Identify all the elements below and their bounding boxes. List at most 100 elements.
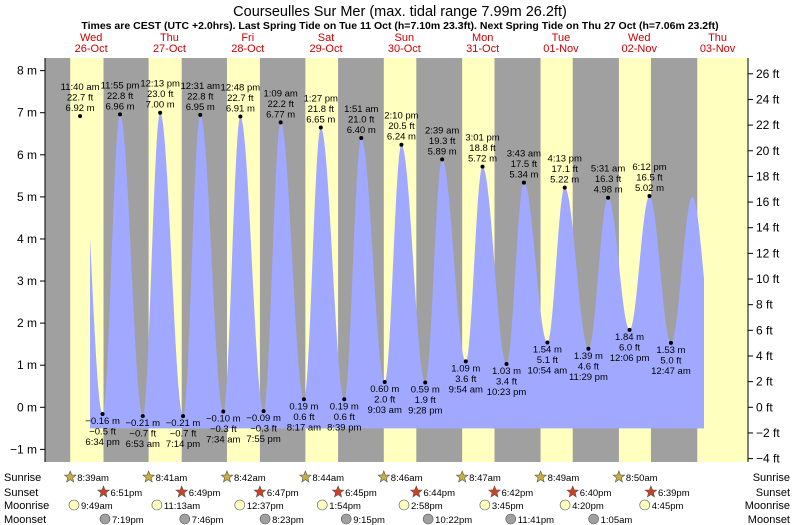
high-tide-label: 22.2 ft	[267, 99, 294, 110]
left-tick-label: 4 m	[17, 232, 37, 246]
low-tide-label: −0.7 ft	[170, 429, 197, 440]
sunrise-star-icon	[220, 470, 234, 483]
low-tide-label: 9:03 am	[368, 405, 402, 416]
tide-point	[647, 194, 652, 199]
low-tide-label: −0.21 m	[125, 418, 160, 429]
low-tide-label: 6:34 pm	[85, 437, 119, 448]
low-tide-label: 10:54 am	[528, 365, 568, 376]
moonrise-time: 11:13am	[164, 501, 200, 512]
low-tide-label: 11:29 pm	[569, 372, 608, 383]
low-tide-label: −0.21 m	[166, 418, 201, 429]
day-of-week: Thu	[160, 32, 179, 44]
low-tide-label: 7:14 pm	[166, 439, 200, 450]
right-tick-label: 16 ft	[756, 195, 780, 209]
high-tide-label: 7.00 m	[146, 100, 175, 111]
tide-point	[140, 414, 145, 419]
high-tide-label: 22.7 ft	[67, 93, 94, 104]
day-date: 02-Nov	[622, 43, 658, 55]
sunrise-star-icon	[63, 470, 77, 483]
right-tick-label: 22 ft	[756, 118, 780, 132]
tide-point	[359, 135, 364, 140]
axes: −1 m 0 m 1 m 2 m 3 m 4 m 5 m 6 m 7 m 8 m −4 ft −2 f…	[10, 58, 780, 466]
high-tide-label: 1:27 pm	[304, 93, 338, 104]
left-tick-label: 3 m	[17, 274, 37, 288]
right-tick-label: 10 ft	[756, 272, 780, 286]
sunset-star-icon	[97, 485, 110, 498]
high-tide-label: 2:39 am	[425, 125, 459, 136]
low-tide-label: 5.0 ft	[660, 355, 681, 366]
tide-area-path	[90, 112, 704, 429]
low-tide-label: −0.5 ft	[89, 427, 116, 438]
tide-point	[668, 340, 673, 345]
high-tide-label: 22.7 ft	[227, 93, 254, 104]
right-tick-label: 4 ft	[756, 349, 773, 363]
tide-point	[100, 412, 105, 417]
moonrise-row-label-left: Moonrise	[4, 500, 49, 512]
tide-point	[562, 185, 567, 190]
low-tide-label: 9:54 am	[449, 384, 483, 395]
sunset-time: 6:47pm	[267, 488, 299, 499]
sunset-time: 6:44pm	[423, 488, 455, 499]
moonset-moon-icon	[588, 513, 599, 525]
low-tide-label: −0.16 m	[85, 416, 120, 427]
moonrise-moon-icon	[559, 499, 571, 511]
low-tide-label: 0.19 m	[289, 401, 318, 412]
sunset-star-icon	[331, 485, 345, 498]
sunrise-time: 8:49am	[548, 473, 580, 484]
sunset-star-icon	[253, 485, 267, 498]
low-tide-label: 0.60 m	[370, 384, 399, 395]
day-date: 27-Oct	[153, 43, 186, 55]
day-date: 30-Oct	[388, 43, 421, 55]
sunset-star-icon	[566, 485, 580, 498]
sunrise-star-icon	[142, 470, 156, 483]
day-date: 03-Nov	[700, 43, 736, 55]
tide-point	[545, 340, 550, 345]
moonrise-time: 9:49am	[81, 501, 113, 512]
high-tide-label: 23.0 ft	[147, 89, 174, 100]
sunset-star-icon	[488, 485, 501, 498]
high-tide-label: 21.8 ft	[308, 104, 335, 115]
day-date: 29-Oct	[310, 43, 343, 55]
low-tide-label: 9:28 pm	[408, 405, 442, 416]
low-tide-label: 2.0 ft	[374, 395, 395, 406]
moonset-time: 8:23pm	[272, 515, 304, 525]
low-tide-label: 1.9 ft	[415, 395, 436, 406]
moonset-moon-icon	[259, 513, 271, 525]
tide-point	[118, 112, 123, 117]
moonset-moon-icon	[505, 513, 517, 525]
tide-point	[198, 112, 203, 117]
low-tide-label: 3.6 ft	[455, 374, 476, 385]
high-tide-label: 19.3 ft	[429, 136, 456, 147]
tide-point	[606, 195, 611, 200]
high-tide-label: 17.5 ft	[511, 159, 538, 170]
low-tide-label: 1.09 m	[451, 363, 480, 374]
high-tide-label: 16.5 ft	[636, 173, 663, 184]
tide-point	[238, 114, 243, 119]
day-date: 26-Oct	[75, 43, 108, 55]
high-tide-label: 5.22 m	[550, 175, 579, 186]
high-tide-label: 11:40 am	[61, 82, 100, 93]
right-tick-label: 12 ft	[756, 246, 780, 260]
right-tick-label: −2 ft	[756, 426, 780, 440]
daylight-band	[697, 58, 748, 462]
chart-subtitle: Times are CEST (UTC +2.0hrs). Last Sprin…	[81, 20, 718, 32]
day-of-week: Thu	[708, 32, 727, 44]
low-tide-label: 7:34 am	[206, 435, 240, 446]
high-tide-label: 22.8 ft	[187, 91, 214, 102]
low-tide-label: 12:06 pm	[610, 353, 650, 364]
high-tide-label: 17.1 ft	[551, 164, 578, 175]
high-tide-label: 6.77 m	[266, 109, 295, 120]
day-date: 31-Oct	[466, 43, 499, 55]
moonrise-time: 2:58pm	[411, 501, 443, 512]
high-tide-label: 3:01 pm	[465, 133, 499, 144]
high-tide-label: 6:12 pm	[632, 162, 666, 173]
tide-area	[90, 112, 704, 429]
low-tide-label: 6.0 ft	[619, 342, 640, 353]
tide-point	[158, 110, 163, 115]
tide-point	[586, 346, 591, 351]
tide-point	[440, 157, 445, 162]
sunrise-time: 8:42am	[234, 473, 266, 484]
high-tide-label: 4.98 m	[594, 185, 623, 196]
moonset-moon-icon	[340, 513, 352, 525]
day-date: 28-Oct	[231, 43, 264, 55]
